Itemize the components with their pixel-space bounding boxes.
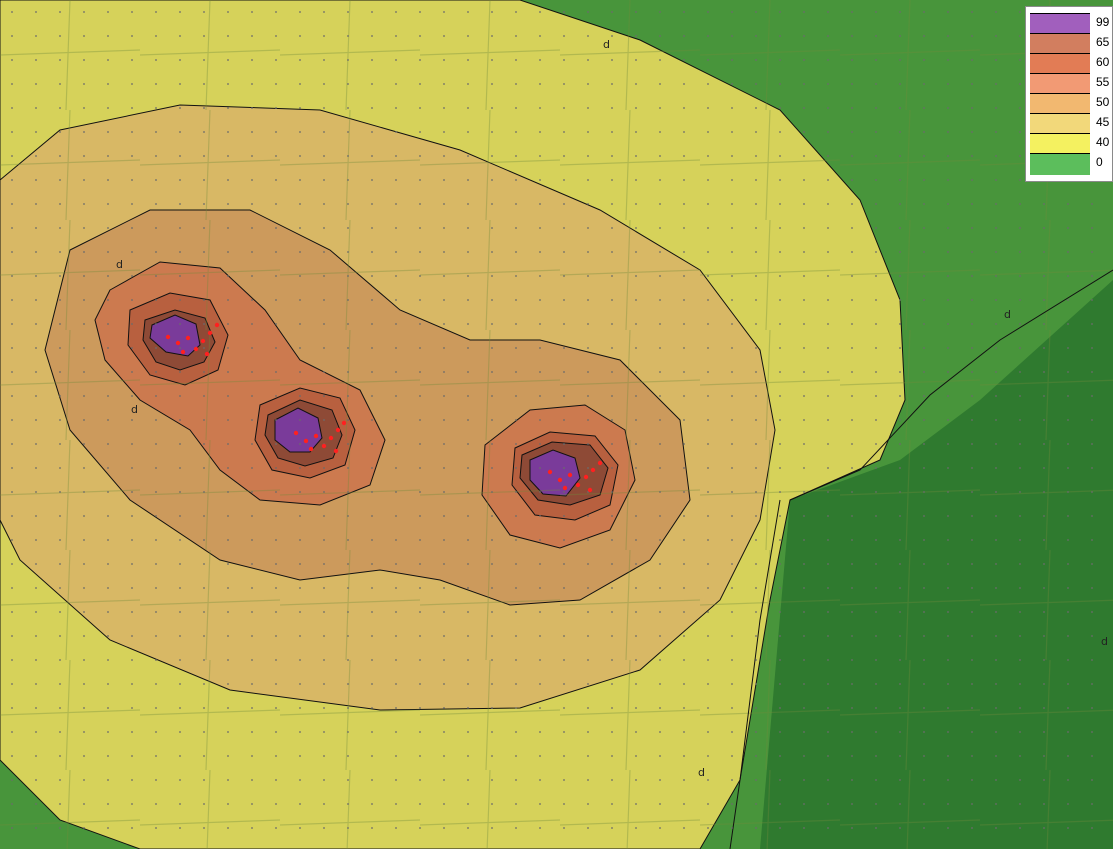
receptor-label[interactable]: d	[116, 258, 123, 271]
legend-swatch	[1030, 113, 1090, 135]
turbine-marker	[590, 467, 596, 473]
legend-item-45: 45	[1026, 113, 1113, 135]
turbine-marker	[193, 346, 199, 352]
turbine-marker	[207, 330, 213, 336]
legend-item-0: 0	[1026, 153, 1113, 175]
turbine-marker	[575, 482, 581, 488]
turbine-marker	[180, 349, 186, 355]
turbine-marker	[303, 438, 309, 444]
turbine-marker	[321, 443, 327, 449]
receptor-label[interactable]: d	[1101, 635, 1108, 648]
turbine-marker	[567, 472, 573, 478]
legend-item-99: 99	[1026, 13, 1113, 35]
turbine-marker	[335, 427, 341, 433]
turbine-group-west-a	[165, 322, 220, 357]
turbine-marker	[587, 487, 593, 493]
legend-swatch	[1030, 133, 1090, 155]
legend-item-65: 65	[1026, 33, 1113, 55]
legend-item-50: 50	[1026, 93, 1113, 115]
receptor-label[interactable]: d	[1004, 308, 1011, 321]
turbine-marker	[328, 435, 334, 441]
turbine-marker	[333, 448, 339, 454]
legend-swatch	[1030, 13, 1090, 35]
receptor-label[interactable]: d	[603, 38, 610, 51]
turbine-marker	[165, 334, 171, 340]
turbine-marker	[341, 420, 347, 426]
legend-item-60: 60	[1026, 53, 1113, 75]
legend-label: 45	[1096, 115, 1110, 129]
legend-label: 40	[1096, 135, 1110, 149]
legend: 99 65 60 55 50 45 40 0	[1025, 6, 1113, 182]
turbine-marker	[547, 469, 553, 475]
legend-swatch	[1030, 33, 1090, 55]
turbine-group-west-b	[293, 420, 347, 454]
legend-item-55: 55	[1026, 73, 1113, 95]
turbine-marker	[557, 477, 563, 483]
turbine-marker	[562, 485, 568, 491]
turbine-marker	[583, 474, 589, 480]
legend-swatch	[1030, 93, 1090, 115]
turbine-marker	[175, 340, 181, 346]
legend-label: 0	[1096, 155, 1103, 169]
turbine-marker	[185, 335, 191, 341]
turbine-marker	[308, 446, 314, 452]
turbine-marker	[204, 351, 210, 357]
turbine-marker	[597, 460, 603, 466]
receptor-label[interactable]: d	[698, 766, 705, 779]
turbine-marker	[293, 430, 299, 436]
legend-label: 55	[1096, 75, 1110, 89]
legend-swatch	[1030, 53, 1090, 75]
legend-label: 99	[1096, 15, 1110, 29]
legend-swatch	[1030, 73, 1090, 95]
legend-item-40: 40	[1026, 133, 1113, 155]
receptor-label[interactable]: d	[131, 403, 138, 416]
turbine-marker	[200, 338, 206, 344]
legend-label: 65	[1096, 35, 1110, 49]
turbine-marker	[313, 433, 319, 439]
legend-label: 60	[1096, 55, 1110, 69]
legend-swatch	[1030, 153, 1090, 175]
turbine-marker	[214, 322, 220, 328]
turbine-group-east	[547, 460, 603, 493]
legend-label: 50	[1096, 95, 1110, 109]
